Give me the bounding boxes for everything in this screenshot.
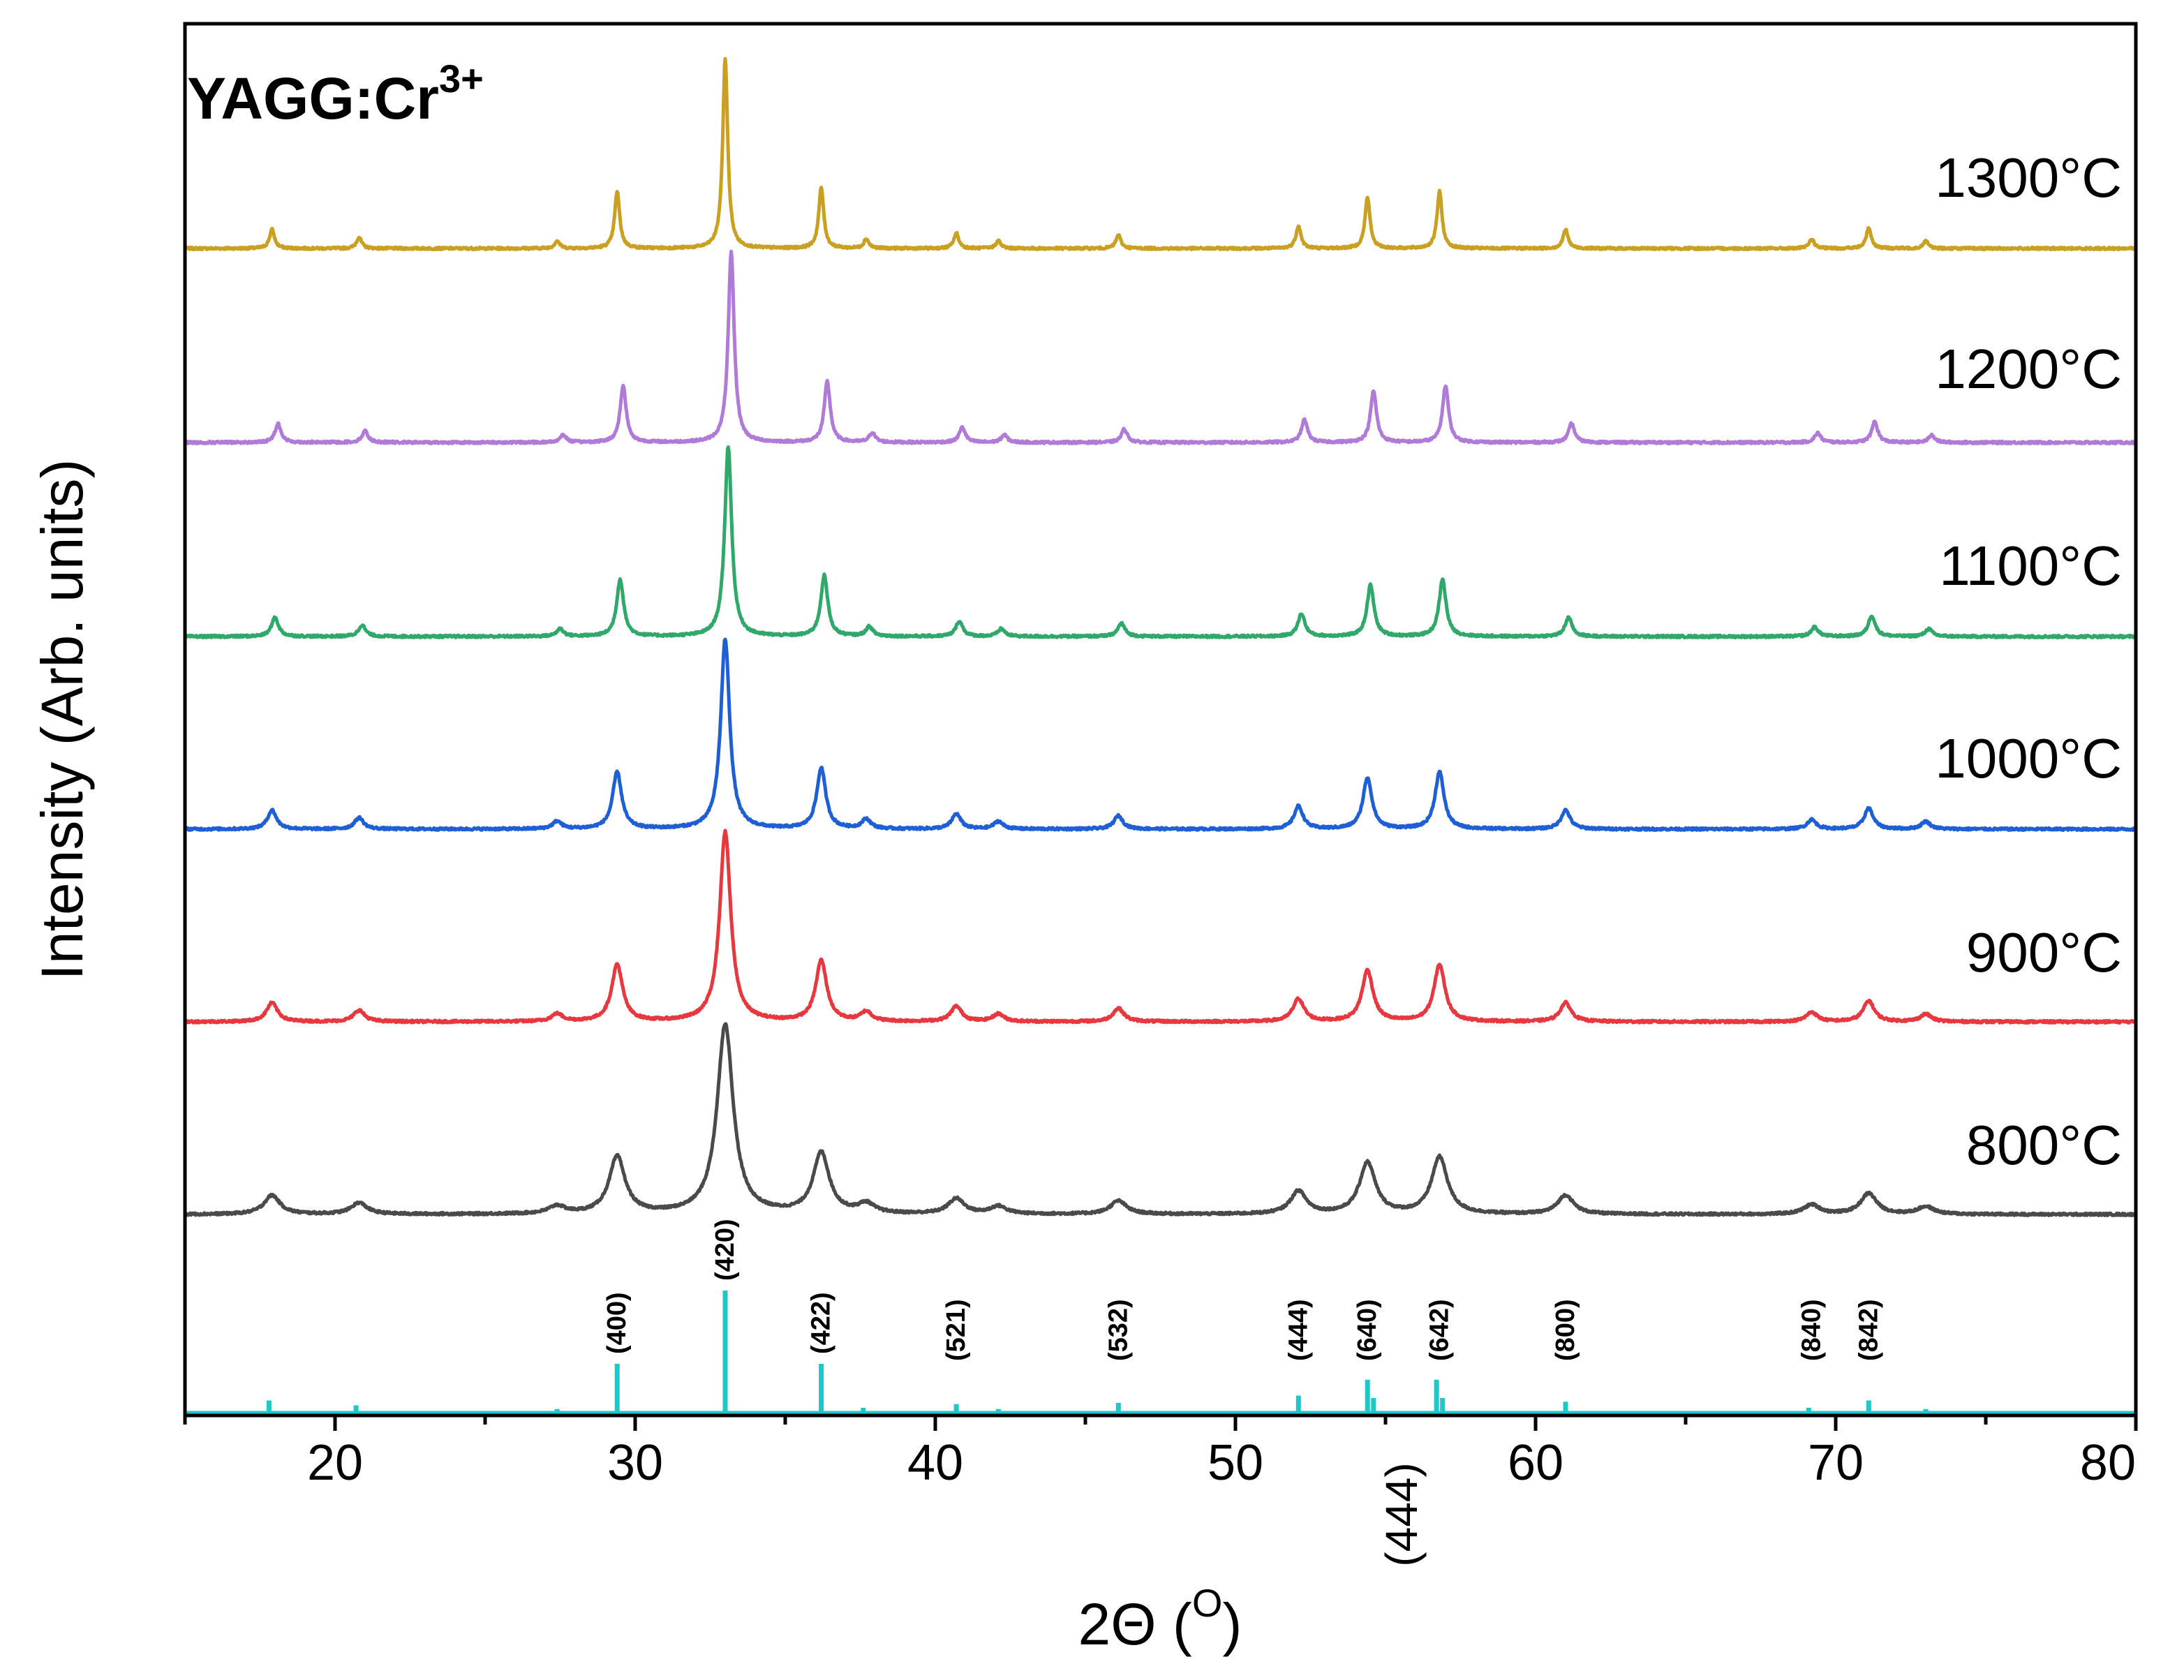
series-label: 1100°C — [1939, 535, 2122, 597]
series-label: 900°C — [1966, 921, 2122, 983]
x-axis-ticks: 20 30 40 50 60 70 80 — [183, 1415, 2138, 1491]
series-800c: 800°C — [184, 1022, 2137, 1217]
plot-frame — [183, 22, 2138, 1418]
axis-annotation-444: (444) — [1376, 1462, 1427, 1566]
x-tick-label: 70 — [1808, 1435, 1864, 1491]
miller-index-label: (642) — [1425, 1299, 1454, 1361]
x-tick-label: 30 — [607, 1435, 663, 1491]
x-axis-label: 2Θ (O) — [1078, 1581, 1242, 1657]
series-label: 1000°C — [1935, 727, 2122, 789]
series-line — [183, 637, 2137, 832]
miller-index-label: (532) — [1104, 1299, 1133, 1361]
series-1300c: 1300°C — [184, 57, 2137, 252]
miller-index-label: (842) — [1854, 1299, 1883, 1361]
series-layer: 1300°C 1200°C 1100°C 1000°C 900°C 800°C — [183, 57, 2138, 1217]
x-tick-label: 60 — [1508, 1435, 1563, 1491]
series-900c: 900°C — [183, 828, 2137, 1025]
plot-title: YAGG:Cr3+ — [187, 57, 484, 131]
series-line — [184, 57, 2137, 252]
x-tick-label: 50 — [1208, 1435, 1263, 1491]
y-axis-label: Intensity (Arb. units) — [29, 459, 95, 981]
series-1000c: 1000°C — [183, 637, 2137, 832]
miller-index-label: (420) — [711, 1219, 740, 1281]
series-line — [184, 1022, 2137, 1217]
miller-index-label: (400) — [602, 1292, 632, 1354]
miller-index-label: (800) — [1551, 1299, 1580, 1361]
x-tick-label: 40 — [907, 1435, 963, 1491]
series-label: 1200°C — [1935, 338, 2122, 400]
miller-index-label: (521) — [942, 1299, 971, 1361]
miller-index-label: (640) — [1353, 1299, 1382, 1361]
series-label: 1300°C — [1935, 147, 2122, 209]
series-line — [184, 445, 2137, 640]
miller-index-label: (444) — [1284, 1299, 1313, 1361]
series-label: 800°C — [1966, 1114, 2122, 1176]
x-tick-label: 20 — [307, 1435, 363, 1491]
miller-index-label: (840) — [1797, 1299, 1827, 1361]
series-1200c: 1200°C — [184, 249, 2138, 446]
miller-index-label: (422) — [807, 1292, 836, 1354]
series-line — [184, 249, 2138, 446]
series-line — [183, 828, 2137, 1025]
reference-pattern: (400) (420) (422) (521) (532) (444) (640) (642)… — [185, 1219, 2136, 1415]
series-1100c: 1100°C — [184, 445, 2137, 640]
x-tick-label: 80 — [2080, 1435, 2136, 1491]
